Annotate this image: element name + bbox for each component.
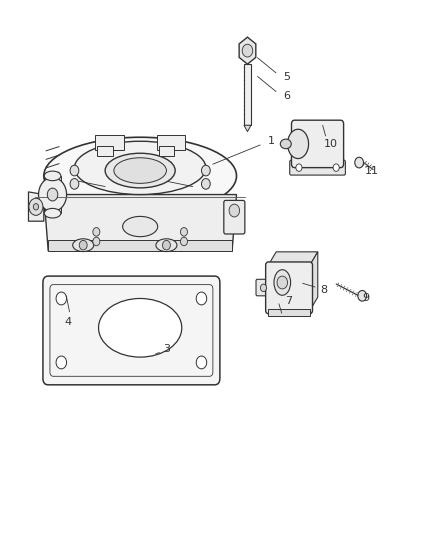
Ellipse shape <box>156 239 177 252</box>
Text: 1: 1 <box>268 136 275 146</box>
Circle shape <box>296 164 302 171</box>
Ellipse shape <box>73 239 94 252</box>
Polygon shape <box>268 252 318 265</box>
Circle shape <box>56 356 67 369</box>
Ellipse shape <box>287 130 308 159</box>
Text: 7: 7 <box>286 296 293 306</box>
FancyBboxPatch shape <box>265 262 313 313</box>
FancyBboxPatch shape <box>291 120 343 167</box>
Polygon shape <box>239 37 256 64</box>
Circle shape <box>93 228 100 236</box>
Circle shape <box>355 157 364 168</box>
Ellipse shape <box>274 270 291 295</box>
Circle shape <box>229 204 240 217</box>
Ellipse shape <box>114 158 166 183</box>
Text: 3: 3 <box>163 344 170 354</box>
Ellipse shape <box>105 154 175 188</box>
Bar <box>159 146 174 156</box>
Polygon shape <box>28 192 44 221</box>
Text: 4: 4 <box>64 318 71 327</box>
Ellipse shape <box>99 298 182 357</box>
Circle shape <box>70 165 79 176</box>
Circle shape <box>162 240 170 250</box>
FancyBboxPatch shape <box>256 279 271 296</box>
Circle shape <box>196 292 207 305</box>
Text: 10: 10 <box>324 139 338 149</box>
FancyBboxPatch shape <box>290 160 345 175</box>
Circle shape <box>56 292 67 305</box>
Ellipse shape <box>44 208 61 218</box>
Ellipse shape <box>44 137 237 214</box>
Circle shape <box>180 237 187 246</box>
Ellipse shape <box>280 139 291 149</box>
Circle shape <box>196 356 207 369</box>
Polygon shape <box>244 125 251 132</box>
Polygon shape <box>48 240 232 251</box>
Bar <box>268 309 310 316</box>
Circle shape <box>39 177 67 212</box>
Circle shape <box>47 188 58 201</box>
Bar <box>244 64 251 125</box>
Bar <box>157 135 185 150</box>
Circle shape <box>277 276 287 289</box>
Circle shape <box>70 179 79 189</box>
Circle shape <box>33 204 39 210</box>
Circle shape <box>93 237 100 246</box>
Ellipse shape <box>123 216 158 237</box>
Text: 11: 11 <box>365 166 379 175</box>
Circle shape <box>260 284 266 292</box>
Circle shape <box>201 165 210 176</box>
Text: 6: 6 <box>283 91 290 101</box>
Circle shape <box>79 240 87 250</box>
Polygon shape <box>310 252 318 310</box>
Bar <box>95 135 124 150</box>
Bar <box>97 146 113 156</box>
Ellipse shape <box>74 141 206 195</box>
Circle shape <box>358 290 367 301</box>
FancyBboxPatch shape <box>224 200 245 234</box>
Circle shape <box>333 164 339 171</box>
Ellipse shape <box>44 171 61 181</box>
Text: 8: 8 <box>321 286 328 295</box>
Text: 9: 9 <box>362 294 369 303</box>
Circle shape <box>201 179 210 189</box>
Circle shape <box>29 198 43 215</box>
FancyBboxPatch shape <box>50 285 213 376</box>
FancyBboxPatch shape <box>43 276 220 385</box>
Circle shape <box>242 44 253 57</box>
Text: 5: 5 <box>283 72 290 82</box>
Polygon shape <box>44 195 237 251</box>
Circle shape <box>180 228 187 236</box>
